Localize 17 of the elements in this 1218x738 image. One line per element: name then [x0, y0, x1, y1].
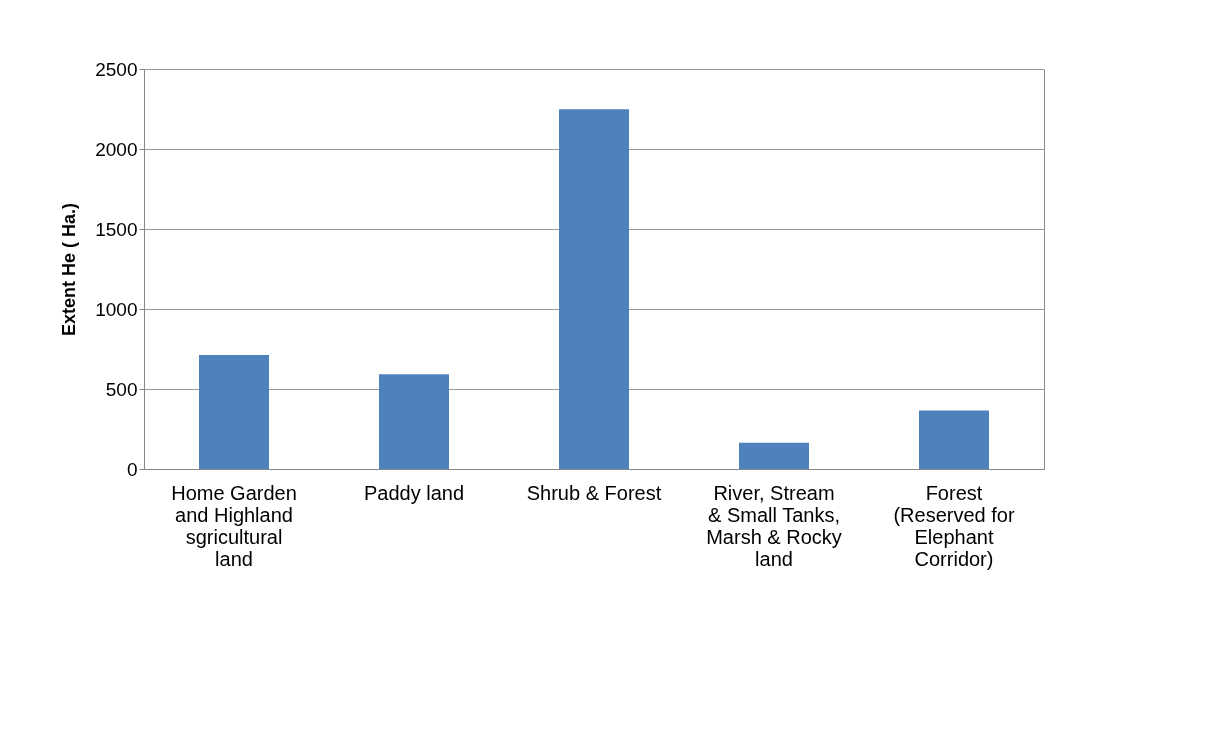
bar — [739, 442, 809, 469]
y-tick-label: 1500 — [95, 218, 138, 240]
x-tick-label: Shrub & Forest — [526, 481, 662, 504]
bar — [379, 374, 449, 469]
x-tick-label: Paddy land — [363, 481, 465, 504]
x-tick-label: River, Stream & Small Tanks, Marsh & Rocky land — [706, 481, 842, 570]
bar — [199, 355, 269, 469]
y-tick-label: 0 — [126, 458, 138, 480]
bar — [919, 410, 989, 469]
y-tick-label: 2000 — [95, 138, 138, 160]
y-tick-label: 500 — [105, 378, 138, 400]
x-tick-label: Forest (Reserved for Elephant Corridor) — [893, 481, 1015, 570]
y-tick-label: 1000 — [95, 298, 138, 320]
y-axis-title: Extent He ( Ha.) — [59, 202, 80, 337]
y-tick-label: 2500 — [95, 58, 138, 80]
x-tick-label: Home Garden and Highland sgricultural land — [171, 481, 297, 570]
bar — [559, 109, 629, 469]
